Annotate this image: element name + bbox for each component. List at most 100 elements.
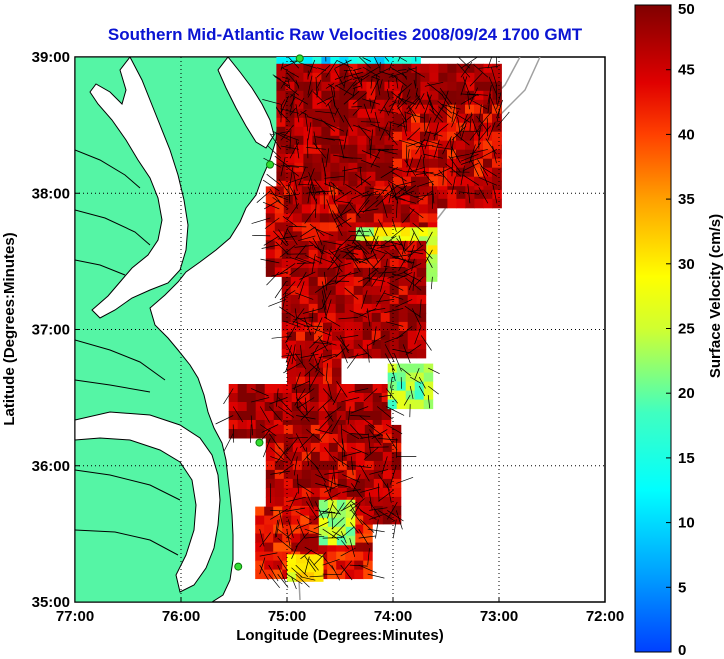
- velocity-arrow: [297, 483, 315, 495]
- velocity-arrow: [438, 106, 452, 119]
- velocity-cell: [362, 258, 373, 269]
- velocity-cell: [474, 72, 484, 83]
- velocity-arrow: [492, 145, 497, 164]
- velocity-cell: [427, 213, 438, 223]
- velocity-arrow: [319, 244, 325, 265]
- velocity-arrow: [304, 397, 308, 416]
- velocity-arrow: [358, 415, 376, 428]
- velocity-cell: [429, 113, 439, 124]
- velocity-arrow: [402, 118, 407, 137]
- colorbar-tick-label: 5: [678, 579, 686, 596]
- velocity-arrow: [287, 164, 308, 168]
- velocity-arrow: [388, 101, 397, 107]
- velocity-cell: [305, 349, 315, 360]
- velocity-arrow: [271, 130, 290, 136]
- velocity-arrow: [388, 95, 399, 114]
- velocity-cell: [274, 213, 285, 223]
- velocity-arrow: [361, 150, 381, 159]
- colorbar-tick-label: 10: [678, 515, 695, 532]
- velocity-cell: [393, 90, 403, 101]
- pamlico-sound: [75, 411, 221, 593]
- velocity-cell: [492, 149, 502, 160]
- velocity-cell: [402, 57, 412, 67]
- velocity-arrow: [327, 254, 341, 271]
- velocity-cell: [285, 171, 295, 182]
- velocity-arrow: [296, 316, 314, 327]
- velocity-cell: [396, 390, 407, 401]
- velocity-cell: [375, 108, 385, 119]
- velocity-arrow: [438, 169, 453, 186]
- velocity-arrow: [273, 230, 287, 246]
- velocity-arrow: [315, 465, 327, 483]
- velocity-arrow: [451, 125, 467, 141]
- velocity-arrow: [385, 130, 398, 146]
- velocity-arrow: [339, 138, 345, 159]
- velocity-cell: [355, 424, 366, 435]
- velocity-cell: [492, 122, 502, 133]
- velocity-arrow: [277, 564, 287, 583]
- velocity-cell: [483, 189, 493, 200]
- velocity-cell: [336, 508, 347, 519]
- velocity-cell: [465, 72, 475, 83]
- velocity-cell: [407, 249, 418, 260]
- velocity-cell: [380, 303, 391, 314]
- velocity-arrow: [316, 64, 331, 78]
- velocity-arrow: [291, 567, 303, 578]
- velocity-cell: [416, 339, 427, 350]
- velocity-arrow: [277, 235, 298, 240]
- velocity-arrow: [404, 240, 415, 251]
- velocity-arrow: [425, 231, 433, 244]
- velocity-cell: [321, 99, 331, 110]
- velocity-arrow: [300, 353, 319, 358]
- velocity-arrow: [277, 555, 288, 572]
- velocity-arrow: [283, 320, 301, 328]
- velocity-cell: [447, 90, 457, 101]
- velocity-cell: [326, 276, 337, 287]
- velocity-arrow: [362, 272, 377, 288]
- velocity-cell: [456, 189, 466, 200]
- velocity-cell: [276, 117, 286, 128]
- velocity-arrow: [468, 93, 488, 96]
- velocity-cell: [372, 393, 383, 403]
- velocity-cell: [456, 158, 466, 169]
- velocity-cell: [332, 322, 342, 333]
- velocity-cell: [321, 162, 331, 173]
- velocity-arrow: [381, 456, 388, 475]
- velocity-arrow: [296, 271, 307, 288]
- velocity-arrow: [262, 438, 271, 458]
- velocity-cell: [296, 322, 306, 333]
- velocity-cell: [416, 258, 427, 269]
- velocity-arrow: [295, 256, 314, 264]
- velocity-cell: [465, 90, 475, 101]
- velocity-cell: [483, 104, 493, 115]
- velocity-cell: [294, 126, 304, 137]
- velocity-arrow: [215, 415, 234, 425]
- velocity-arrow: [336, 59, 354, 69]
- colorbar-tick-label: 30: [678, 256, 695, 273]
- velocity-cell: [348, 63, 358, 74]
- velocity-arrow: [331, 564, 341, 581]
- velocity-arrow: [387, 180, 406, 192]
- velocity-cell: [237, 411, 248, 421]
- velocity-cell: [357, 99, 367, 110]
- velocity-cell: [363, 384, 374, 394]
- velocity-arrow: [367, 573, 385, 579]
- velocity-cell: [336, 499, 347, 510]
- velocity-arrow: [349, 424, 364, 439]
- velocity-cell: [339, 126, 349, 137]
- velocity-cell: [336, 542, 346, 553]
- velocity-cell: [357, 90, 367, 101]
- velocity-arrow: [448, 155, 461, 173]
- velocity-cell: [366, 90, 376, 101]
- velocity-cell: [282, 384, 293, 394]
- velocity-arrow: [395, 190, 415, 199]
- velocity-arrow: [297, 397, 315, 409]
- velocity-cell: [364, 433, 375, 444]
- velocity-cell: [285, 63, 295, 74]
- velocity-cell: [344, 321, 355, 332]
- velocity-arrow: [393, 255, 413, 264]
- velocity-arrow: [334, 107, 339, 116]
- velocity-cell: [265, 222, 276, 232]
- velocity-cell: [492, 81, 502, 92]
- velocity-cell: [353, 249, 364, 260]
